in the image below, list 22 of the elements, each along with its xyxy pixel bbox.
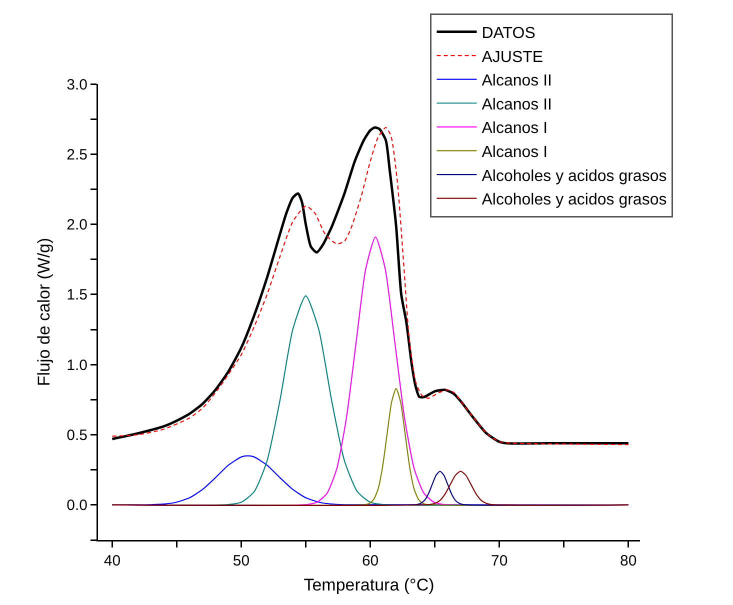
y-tick-label: 2.5 — [66, 146, 88, 164]
legend-label: Alcanos I — [482, 144, 548, 161]
x-tick-label: 40 — [104, 552, 121, 570]
y-tick-label: 3.0 — [66, 76, 88, 94]
x-tick-label: 70 — [490, 552, 508, 570]
legend-label: Alcanos I — [482, 120, 548, 138]
legend-label: Alcoholes y acidos grasos — [482, 192, 667, 209]
y-tick-label: 2.0 — [66, 216, 88, 234]
legend-label: Alcanos II — [482, 96, 552, 114]
x-tick-label: 60 — [362, 552, 379, 570]
x-tick-label: 80 — [620, 552, 637, 570]
legend-label: Alcanos II — [482, 72, 552, 90]
y-tick-label: 1.5 — [66, 286, 88, 304]
y-tick-label: 1.0 — [66, 356, 88, 374]
legend-label: Alcoholes y acidos grasos — [482, 168, 667, 185]
y-axis-title: Flujo de calor (W/g) — [34, 238, 54, 386]
legend-label: AJUSTE — [482, 48, 544, 66]
text: 0.0 — [66, 497, 88, 514]
x-tick-label: 50 — [232, 552, 250, 570]
x-axis-title: Temperatura (°C) — [304, 576, 434, 595]
legend-label: DATOS — [482, 24, 536, 42]
y-tick-label: 0.5 — [66, 427, 88, 444]
